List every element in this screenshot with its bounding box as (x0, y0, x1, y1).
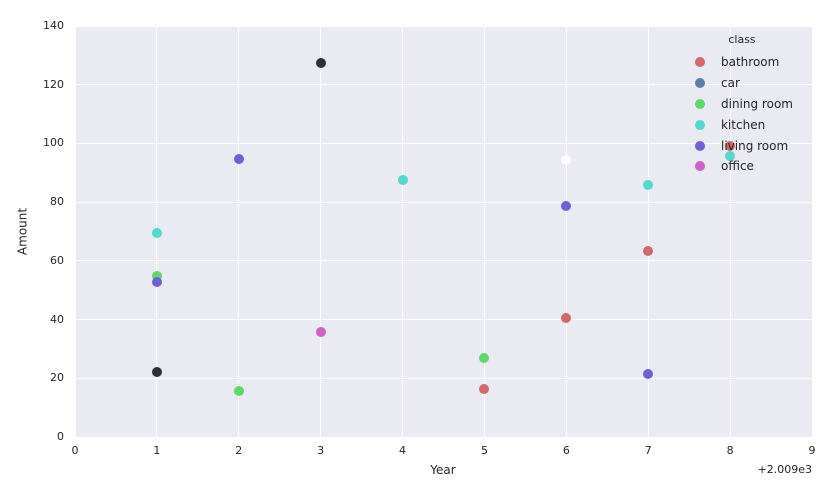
plot-area (74, 25, 813, 438)
x-tick-label-5: 5 (480, 444, 488, 457)
x-tick-label-7: 7 (644, 444, 652, 457)
legend-entry-label: car (721, 76, 740, 91)
y-tick-label-40: 40 (50, 312, 64, 326)
legend-entry-label: dining room (721, 96, 793, 111)
x-axis-offset-label: +2.009e3 (757, 463, 812, 476)
scatter-point-bathroom (725, 141, 736, 152)
scatter-point-office (315, 326, 326, 337)
x-tick-label-2: 2 (235, 444, 243, 457)
legend-entry-bathroom: bathroom (692, 52, 812, 73)
scatter-point-living-room (561, 200, 572, 211)
legend-entry-label: kitchen (721, 117, 766, 132)
gridline-x-0 (74, 26, 76, 437)
gridline-y-80 (75, 201, 812, 203)
x-axis-label: Year (430, 463, 456, 477)
legend-entry-label: office (721, 159, 754, 174)
gridline-x-5 (483, 26, 485, 437)
y-tick-label-60: 60 (50, 253, 64, 267)
gridline-y-20 (75, 377, 812, 379)
scatter-point-unknown_white (561, 155, 572, 166)
y-axis-label: Amount (15, 207, 30, 256)
gridline-x-9 (811, 26, 813, 437)
scatter-point-dining-room (479, 352, 490, 363)
legend-entries: bathroom car dining room kitchen living room… (692, 52, 812, 177)
gridline-x-7 (647, 26, 649, 437)
legend-entry-living-room: living room (692, 135, 812, 156)
scatter-point-bathroom (561, 313, 572, 324)
x-tick-label-0: 0 (71, 444, 79, 457)
gridline-x-2 (238, 26, 240, 437)
scatter-point-kitchen (397, 174, 408, 185)
scatter-point-living-room (233, 154, 244, 165)
legend-marker-living-room (695, 140, 705, 151)
scatter-point-kitchen (725, 151, 736, 162)
y-tick-label-120: 120 (43, 77, 64, 91)
scatter-point-living-room (643, 368, 654, 379)
legend-entry-dining-room: dining room (692, 94, 812, 115)
legend-marker-bathroom (695, 57, 705, 68)
y-tick-label-100: 100 (43, 136, 64, 150)
y-tick-label-80: 80 (50, 195, 64, 209)
legend-entry-car: car (692, 73, 812, 94)
legend-marker-kitchen (695, 119, 705, 130)
scatter-point-bathroom (479, 383, 490, 394)
legend: class bathroom car dining room kitchen livin… (692, 33, 812, 177)
legend-title: class (728, 33, 756, 46)
gridline-y-100 (75, 142, 812, 144)
scatter-point-unknown_dark (151, 366, 162, 377)
scatter-point-bathroom (643, 245, 654, 256)
x-tick-label-1: 1 (153, 444, 161, 457)
y-tick-label-140: 140 (43, 19, 64, 32)
scatter-point-unknown_dark (315, 57, 326, 68)
x-tick-label-3: 3 (317, 444, 325, 457)
x-tick-label-4: 4 (399, 444, 407, 457)
legend-entry-office: office (692, 156, 812, 177)
gridline-x-4 (402, 26, 404, 437)
y-tick-label-20: 20 (50, 371, 64, 385)
scatter-point-dining-room (233, 385, 244, 396)
legend-entry-label: bathroom (721, 55, 780, 70)
legend-entry-label: living room (721, 138, 789, 153)
gridline-x-8 (729, 26, 731, 437)
x-tick-label-9: 9 (808, 444, 816, 457)
legend-marker-car (695, 78, 705, 89)
gridline-y-60 (75, 260, 812, 262)
legend-marker-dining-room (695, 98, 705, 109)
scatter-point-dining-room (151, 271, 162, 282)
legend-marker-office (695, 161, 705, 172)
x-tick-label-8: 8 (726, 444, 734, 457)
x-tick-label-6: 6 (562, 444, 570, 457)
gridline-y-0 (75, 436, 812, 438)
scatter-point-kitchen (643, 179, 654, 190)
gridline-x-6 (565, 26, 567, 437)
scatter-point-kitchen (151, 228, 162, 239)
gridline-y-120 (75, 84, 812, 86)
gridline-x-3 (320, 26, 322, 437)
scatter-point-living-room (151, 276, 162, 287)
legend-entry-kitchen: kitchen (692, 114, 812, 135)
gridline-y-40 (75, 319, 812, 321)
y-tick-label-0: 0 (57, 430, 64, 443)
gridline-y-140 (75, 25, 812, 27)
